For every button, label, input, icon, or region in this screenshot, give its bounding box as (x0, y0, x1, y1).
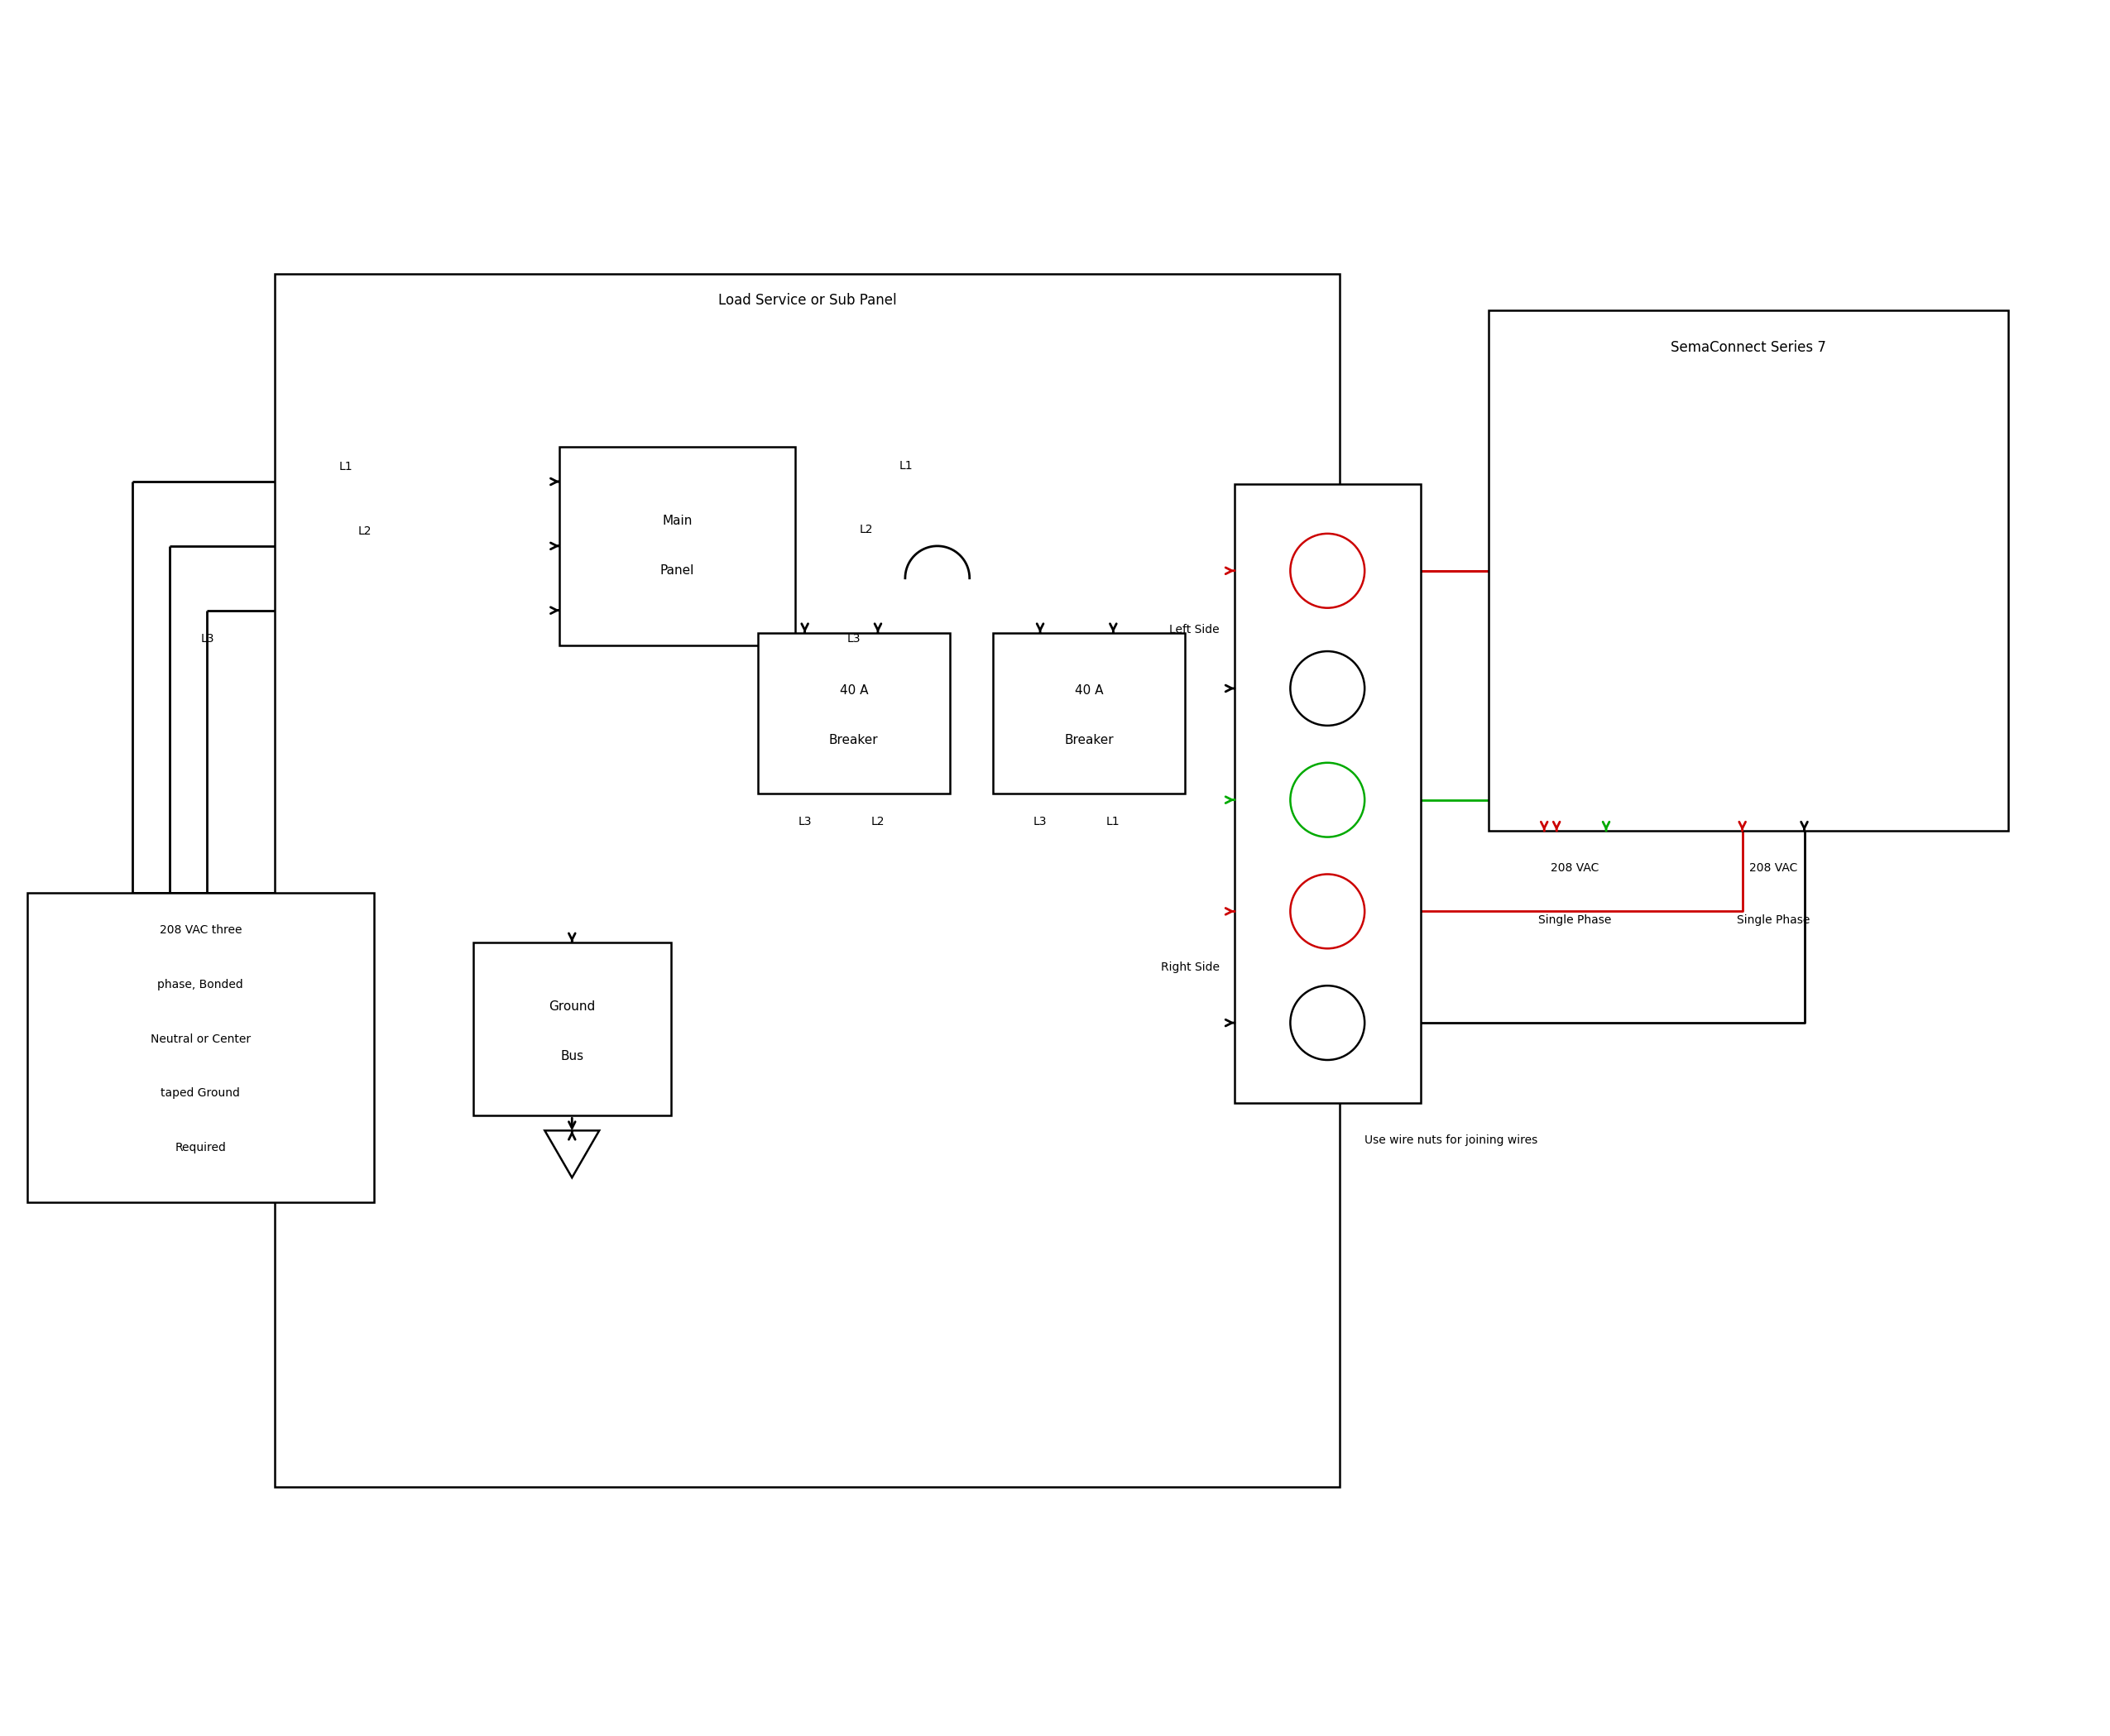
Bar (27, 892, 373, 1203)
Text: Single Phase: Single Phase (1538, 915, 1612, 925)
Text: 40 A: 40 A (1074, 684, 1104, 698)
Text: Bus: Bus (561, 1050, 584, 1062)
Text: Load Service or Sub Panel: Load Service or Sub Panel (717, 293, 897, 309)
Text: L3: L3 (846, 632, 861, 644)
Text: SemaConnect Series 7: SemaConnect Series 7 (1671, 340, 1827, 356)
Text: Right Side: Right Side (1160, 962, 1220, 972)
Text: L3: L3 (200, 632, 213, 644)
Bar (473, 943, 671, 1116)
Text: 208 VAC: 208 VAC (1749, 863, 1798, 873)
Text: L2: L2 (859, 524, 874, 536)
Text: L1: L1 (340, 462, 352, 472)
Circle shape (1291, 651, 1365, 726)
Text: L3: L3 (798, 816, 812, 828)
Bar (1234, 484, 1420, 1104)
Text: L1: L1 (899, 460, 914, 470)
Text: L3: L3 (1034, 816, 1047, 828)
Text: L2: L2 (871, 816, 884, 828)
Circle shape (1291, 986, 1365, 1061)
Text: Use wire nuts for joining wires: Use wire nuts for joining wires (1365, 1134, 1538, 1146)
Text: L1: L1 (1106, 816, 1120, 828)
Text: 208 VAC three: 208 VAC three (158, 924, 243, 936)
Circle shape (1291, 533, 1365, 608)
Text: taped Ground: taped Ground (160, 1088, 241, 1099)
Circle shape (1291, 762, 1365, 837)
Text: 208 VAC: 208 VAC (1551, 863, 1599, 873)
Bar (994, 632, 1186, 793)
Bar (757, 632, 949, 793)
Circle shape (1291, 875, 1365, 948)
Text: Ground: Ground (549, 1000, 595, 1012)
Bar (559, 446, 795, 646)
Bar (274, 274, 1340, 1488)
Text: Single Phase: Single Phase (1737, 915, 1810, 925)
Text: Neutral or Center: Neutral or Center (150, 1033, 251, 1045)
Text: Main: Main (663, 516, 692, 528)
Text: Breaker: Breaker (1063, 734, 1114, 746)
Bar (1488, 311, 2009, 832)
Text: 40 A: 40 A (840, 684, 867, 698)
Text: Left Side: Left Side (1169, 623, 1220, 635)
Text: L2: L2 (359, 526, 371, 536)
Text: Required: Required (175, 1142, 226, 1154)
Text: Panel: Panel (660, 564, 694, 576)
Text: Breaker: Breaker (829, 734, 878, 746)
Text: phase, Bonded: phase, Bonded (158, 979, 243, 990)
Polygon shape (544, 1130, 599, 1177)
